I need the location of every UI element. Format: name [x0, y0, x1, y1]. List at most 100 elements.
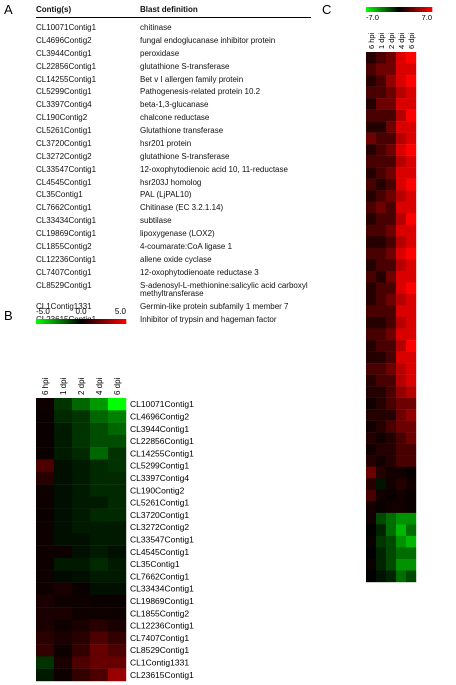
heatmap-cell [376, 167, 387, 179]
table-row: CL1855Contig2 4-coumarate:CoA ligase 1 [36, 241, 311, 254]
heatmap-cell [108, 521, 127, 534]
heatmap-cell [366, 420, 377, 433]
heatmap-cell [36, 631, 55, 645]
heatmap-cell [406, 409, 417, 421]
colorbar-step [123, 319, 127, 324]
heatmap-cell [54, 521, 73, 534]
heatmap-cell [54, 447, 73, 460]
colorbar-step [49, 319, 53, 324]
definition-cell: fungal endoglucanase inhibitor protein [140, 35, 276, 45]
heatmap-cell [396, 340, 407, 352]
column-label: 1 dpi [377, 32, 386, 49]
heatmap-cell [36, 508, 55, 522]
row-label: CL12236Contig1 [130, 621, 194, 631]
heatmap-cell [386, 558, 397, 571]
contig-cell: CL33434Contig1 [36, 216, 97, 226]
heatmap-cell [406, 98, 417, 110]
column-label: 2 dpi [77, 377, 86, 395]
heatmap-cell [376, 397, 387, 410]
heatmap-cell [54, 484, 73, 497]
heatmap-cell [406, 455, 417, 467]
colorbar-tick-label: -7.0 [366, 13, 379, 22]
contig-cell: CL3720Contig1 [36, 138, 92, 148]
heatmap-cell [54, 422, 73, 436]
heatmap-cell [366, 524, 377, 537]
contig-cell: CL7407Contig1 [36, 267, 92, 277]
heatmap-cell [406, 236, 417, 249]
heatmap-cell [396, 570, 407, 583]
heatmap-cell [366, 374, 377, 387]
heatmap-cell [54, 619, 73, 632]
heatmap-cell [366, 282, 377, 295]
colorbar-step [427, 7, 429, 12]
heatmap-cell [108, 668, 127, 682]
heatmap-cell [108, 434, 127, 448]
heatmap-cell [108, 447, 127, 460]
colorbar-tick-label: -5.0 [36, 307, 50, 316]
heatmap-cell [406, 340, 417, 352]
colorbar-step [395, 7, 398, 12]
colorbar-step [110, 319, 113, 324]
definition-cell: Pathogenesis-related protein 10.2 [140, 87, 261, 97]
heatmap-cell [366, 432, 377, 444]
colorbar-tick-label: 0.0 [75, 307, 87, 316]
colorbar-step [410, 7, 413, 12]
header-cell: Blast definition [140, 5, 198, 15]
colorbar-step [389, 7, 392, 12]
heatmap-cell [366, 224, 377, 237]
definition-cell: glutathione S-transferase [140, 151, 230, 161]
heatmap-cell [386, 420, 397, 433]
definition-cell: chalcone reductase [140, 113, 210, 123]
heatmap-cell [376, 201, 387, 214]
heatmap-cell [366, 52, 377, 64]
table-row: CL12236Contig1 allene oxide cyclase [36, 254, 311, 267]
heatmap-cell [396, 213, 407, 226]
row-label: CL7662Contig1 [130, 571, 189, 581]
heatmap-cell [54, 398, 73, 411]
colorbar-step [74, 319, 77, 324]
heatmap-cell [396, 259, 407, 272]
heatmap-cell [386, 121, 397, 133]
heatmap-cell [406, 478, 417, 491]
heatmap-cell [386, 328, 397, 341]
colorbar-step [412, 7, 415, 12]
heatmap-cell [406, 535, 417, 548]
colorbar-step [370, 7, 373, 12]
heatmap-cell [366, 155, 377, 168]
heatmap-cell [406, 282, 417, 295]
colorbar-step [108, 319, 111, 324]
heatmap-cell [54, 533, 73, 546]
heatmap-cell [366, 558, 377, 571]
heatmap-cell [366, 98, 377, 110]
table-row: CL35Contig1 PAL (LjPAL10) [36, 189, 311, 202]
heatmap-cell [108, 496, 127, 509]
column-label: 6 hpi [367, 32, 376, 49]
heatmap-cell [396, 535, 407, 548]
row-label: CL33434Contig1 [130, 584, 194, 594]
colorbar-step [99, 319, 102, 324]
heatmap-cell [386, 109, 397, 122]
heatmap-cell [36, 447, 55, 460]
row-label: CL3272Contig2 [130, 522, 189, 532]
colorbar-step [40, 319, 44, 324]
row-label: CL8529Contig1 [130, 645, 189, 655]
contig-cell: CL4696Contig2 [36, 35, 92, 45]
heatmap-cell [366, 121, 377, 133]
heatmap-cell [72, 570, 91, 583]
heatmap-cell [406, 247, 417, 260]
heatmap-cell [36, 434, 55, 448]
colorbar-tick-label: 5.0 [115, 307, 127, 316]
heatmap-cell [396, 432, 407, 444]
heatmap-cell [54, 582, 73, 596]
table-header: Contig(s) Blast definition [36, 4, 311, 18]
heatmap-cell [376, 98, 387, 110]
colorbar-step [394, 7, 396, 12]
heatmap-cell [406, 201, 417, 214]
heatmap-cell [90, 533, 109, 546]
colorbar-step [413, 7, 416, 12]
heatmap-cell [366, 351, 377, 364]
heatmap-cell [72, 619, 91, 632]
colorbar-step [114, 319, 118, 324]
heatmap-cell [406, 259, 417, 272]
